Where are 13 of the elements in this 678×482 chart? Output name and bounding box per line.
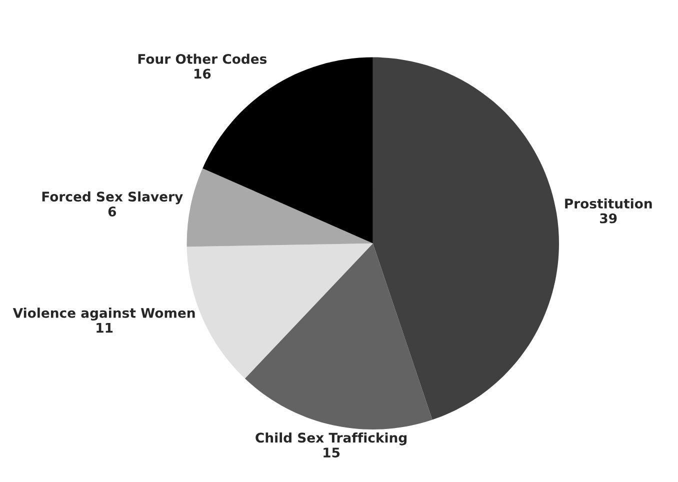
data-label: 16 (194, 68, 211, 79)
slice-label: Four Other Codes (138, 54, 267, 64)
pie-slice (244, 243, 432, 430)
data-label: 39 (600, 213, 617, 224)
data-label: 15 (324, 448, 340, 458)
data-label: 11 (96, 322, 113, 333)
slice-label: Prostitution (565, 198, 652, 209)
data-label: 6 (108, 206, 116, 216)
pie-slice (372, 57, 559, 420)
slice-label: Violence against Women (12, 308, 195, 321)
slice-label: Forced Sex Slavery (42, 191, 183, 204)
pie-slice (186, 168, 373, 247)
slice-label: Child Sex Trafficking (256, 432, 406, 446)
